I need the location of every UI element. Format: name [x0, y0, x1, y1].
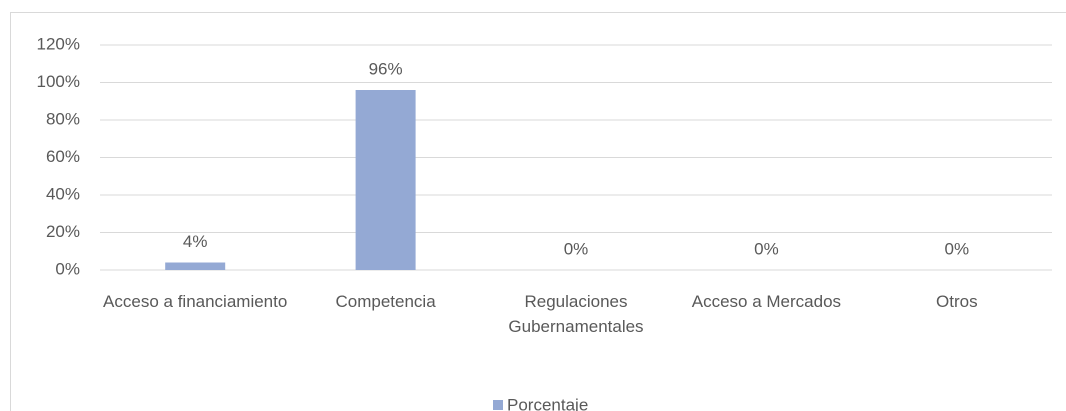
x-tick-label: Regulaciones Gubernamentales [508, 292, 644, 336]
data-label: 0% [945, 239, 970, 258]
legend-swatch [493, 400, 503, 410]
y-tick-label: 60% [46, 147, 80, 166]
y-tick-label: 120% [37, 34, 80, 53]
bar [355, 90, 416, 270]
x-tick-label: Acceso a Mercados [691, 292, 842, 311]
bar [165, 262, 226, 270]
data-label: 0% [754, 239, 779, 258]
data-label: 4% [183, 232, 208, 251]
y-tick-label: 80% [46, 109, 80, 128]
chart-border [10, 12, 1066, 411]
data-label: 0% [564, 239, 589, 258]
x-tick-label: Acceso a financiamiento [103, 292, 288, 311]
x-tick-label: Otros [936, 292, 978, 311]
y-tick-label: 0% [55, 259, 80, 278]
legend-label: Porcentaje [507, 395, 588, 411]
data-label: 96% [369, 59, 403, 78]
y-tick-label: 20% [46, 222, 80, 241]
y-tick-label: 100% [37, 72, 80, 91]
y-tick-label: 40% [46, 184, 80, 203]
x-tick-label: Competencia [335, 292, 436, 311]
